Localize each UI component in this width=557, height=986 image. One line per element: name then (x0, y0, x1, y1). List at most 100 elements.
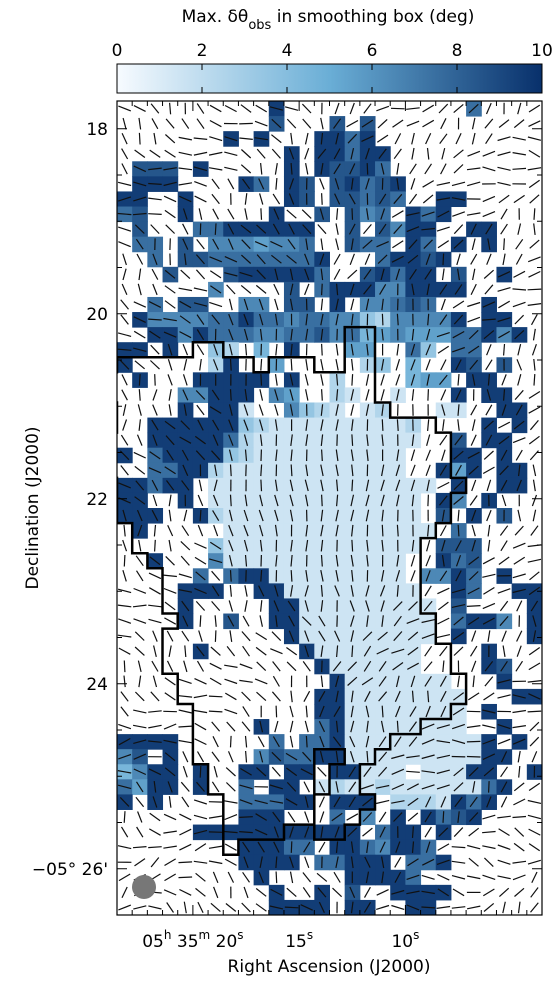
vector-segment (437, 210, 450, 218)
vector-segment (196, 239, 205, 250)
vector-segment (228, 419, 234, 431)
vector-segment (302, 751, 312, 762)
vector-segment (497, 815, 511, 819)
vector-segment (436, 724, 450, 729)
vector-segment (406, 226, 420, 233)
vector-segment (318, 615, 326, 627)
vector-segment (453, 767, 464, 777)
vector-segment (274, 404, 279, 416)
vector-segment (366, 163, 369, 175)
vector-segment (366, 750, 369, 763)
vector-segment (243, 886, 249, 899)
vector-segment (301, 616, 312, 626)
vector-segment (350, 690, 354, 703)
vector-segment (350, 147, 355, 160)
vector-segment (134, 691, 145, 702)
vector-segment (210, 285, 222, 294)
vector-segment (152, 494, 158, 507)
vector-segment (301, 103, 312, 114)
vector-segment (512, 573, 526, 579)
vector-segment (122, 117, 127, 130)
vector-segment (149, 360, 160, 370)
vector-segment (482, 874, 496, 880)
vector-segment (136, 509, 143, 522)
vector-segment (193, 709, 208, 714)
x-tick-label: 10s (391, 928, 419, 952)
vector-segment (348, 193, 356, 205)
vector-segment (454, 796, 463, 808)
vector-segment (391, 889, 405, 895)
vector-segment (453, 239, 464, 249)
vector-segment (134, 646, 145, 656)
vector-segment (333, 796, 341, 808)
vector-segment (529, 194, 540, 204)
vector-segment (396, 524, 399, 537)
vector-segment (349, 600, 355, 612)
vector-segment (320, 117, 324, 130)
vector-segment (421, 723, 435, 730)
vector-segment (469, 812, 479, 822)
vector-segment (193, 151, 208, 156)
vector-segment (517, 374, 522, 386)
vector-segment (366, 615, 369, 627)
vector-segment (149, 451, 161, 460)
vector-segment (224, 151, 238, 156)
vector-segment (163, 845, 177, 849)
vector-segment (179, 436, 192, 444)
vector-segment (228, 404, 233, 416)
vector-segment (452, 330, 465, 339)
vector-segment (137, 660, 142, 673)
vector-segment (256, 691, 267, 702)
vector-segment (486, 479, 492, 492)
vector-segment (121, 148, 129, 160)
vector-segment (497, 679, 511, 684)
vector-segment (255, 813, 268, 821)
vector-segment (336, 645, 339, 658)
vector-segment (152, 389, 158, 401)
vector-segment (196, 781, 205, 792)
vector-segment (153, 524, 157, 537)
vector-segment (179, 813, 192, 821)
vector-segment (362, 812, 373, 822)
vector-segment (164, 617, 177, 625)
vector-segment (166, 449, 174, 461)
vector-segment (224, 708, 238, 715)
vector-segment (392, 601, 403, 611)
vector-segment (243, 524, 249, 537)
vector-segment (241, 691, 251, 702)
vector-segment (436, 634, 451, 639)
vector-segment (271, 254, 282, 264)
vector-segment (482, 738, 496, 745)
vector-segment (320, 464, 324, 477)
vector-segment (333, 118, 342, 129)
vector-segment (439, 675, 447, 687)
vector-segment (440, 705, 447, 718)
vector-segment (260, 600, 263, 612)
vector-segment (513, 782, 525, 792)
vector-segment (164, 300, 176, 309)
vector-segment (455, 570, 462, 582)
vector-segment (178, 136, 193, 141)
vector-segment (528, 179, 540, 189)
vector-segment (500, 796, 508, 808)
vector-segment (366, 434, 369, 446)
vector-segment (436, 181, 451, 186)
vector-segment (410, 343, 416, 356)
vector-segment (289, 856, 294, 868)
vector-segment (135, 555, 144, 567)
vector-segment (453, 782, 464, 792)
vector-segment (376, 647, 389, 655)
vector-segment (241, 902, 251, 913)
vector-segment (242, 871, 250, 883)
vector-segment (290, 358, 293, 371)
vector-segment (180, 269, 191, 280)
vector-segment (163, 167, 177, 171)
vector-segment (154, 374, 156, 386)
vector-segment (122, 404, 127, 416)
vector-segment (425, 570, 431, 582)
vector-segment (381, 539, 384, 552)
vector-segment (391, 783, 405, 791)
vector-segment (410, 675, 416, 688)
vector-segment (240, 164, 252, 174)
vector-segment (395, 675, 400, 688)
